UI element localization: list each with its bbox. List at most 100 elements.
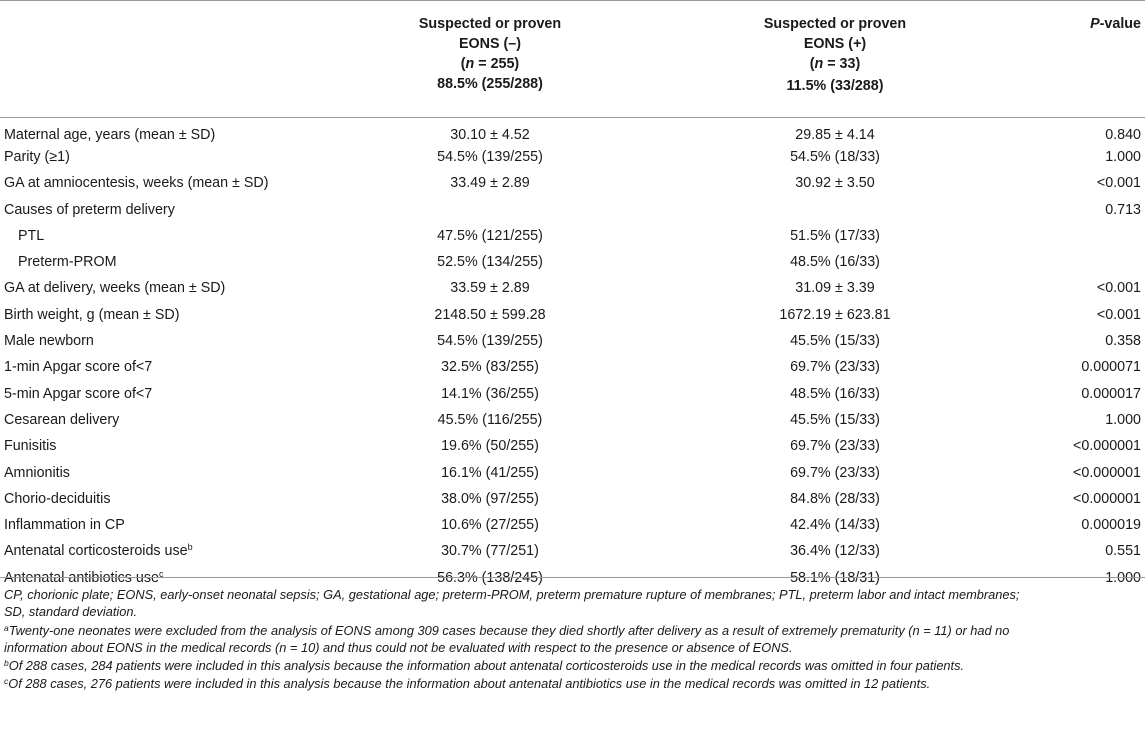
header-neg-line1: Suspected or proven (418, 16, 562, 32)
eons-neg-value: 14.1% (36/255) (441, 385, 539, 402)
header-neg-pct: 88.5% (255/288) (437, 76, 543, 92)
row-label: PTL (18, 227, 45, 244)
row-label: 5-min Apgar score of<7 (4, 385, 153, 402)
eons-neg-value: 30.7% (77/251) (441, 543, 539, 560)
data-table-container: Suspected or proven EONS (–) (n = 255) 8… (0, 0, 1145, 591)
table-row: Cesarean delivery 45.5% (116/255) 45.5% … (0, 407, 1145, 433)
row-label: Maternal age, years (mean ± SD) (0, 116, 325, 144)
eons-pos-value: 45.5% (15/33) (790, 411, 880, 428)
footnote-a-line1: Twenty-one neonates were excluded from t… (8, 622, 1010, 638)
row-label: Cesarean delivery (4, 411, 120, 428)
p-value: 0.551 (1105, 543, 1141, 560)
row-label: Male newborn (4, 333, 94, 350)
row-label: Causes of preterm delivery (4, 201, 175, 218)
header-eons-negative: Suspected or proven EONS (–) (n = 255) 8… (325, 0, 655, 118)
row-label: GA at delivery, weeks (mean ± SD) (4, 280, 226, 297)
abbreviations-line2: SD, standard deviation. (4, 604, 138, 620)
eons-neg-value: 54.5% (139/255) (437, 333, 543, 350)
header-pos-n: (n = 33) (809, 56, 861, 72)
p-value (1015, 223, 1145, 249)
table-header: Suspected or proven EONS (–) (n = 255) 8… (0, 0, 1145, 118)
eons-pos-value: 69.7% (23/33) (790, 438, 880, 455)
table-row: Amnionitis 16.1% (41/255) 69.7% (23/33) … (0, 459, 1145, 485)
row-label: Inflammation in CP (4, 517, 125, 534)
p-value: 1.000 (1105, 148, 1141, 165)
header-label-column (0, 0, 325, 118)
header-eons-positive: Suspected or proven EONS (+) (n = 33) 11… (655, 0, 1015, 118)
eons-pos-value: 36.4% (12/33) (790, 543, 880, 560)
eons-neg-value: 52.5% (134/255) (437, 254, 543, 271)
table-row: Funisitis 19.6% (50/255) 69.7% (23/33) <… (0, 433, 1145, 459)
eons-pos-value: 48.5% (16/33) (790, 385, 880, 402)
table-row: Maternal age, years (mean ± SD) 30.10 ± … (0, 116, 1145, 144)
row-label: Parity (≥1) (4, 148, 70, 165)
eons-pos-value: 69.7% (23/33) (790, 359, 880, 376)
row-label: Funisitis (4, 438, 57, 455)
footnote-c-marker: c (4, 676, 9, 687)
header-pos-n-label: n (814, 56, 824, 72)
row-label: 1-min Apgar score of<7 (4, 359, 153, 376)
eons-neg-value: 32.5% (83/255) (441, 359, 539, 376)
eons-neg-value: 30.10 ± 4.52 (325, 116, 655, 144)
header-pos-pct: 11.5% (33/288) (786, 78, 884, 94)
header-pvalue-rest: -value (1099, 16, 1141, 32)
header-neg-n-label: n (465, 56, 475, 72)
table-body: Maternal age, years (mean ± SD) 30.10 ± … (0, 116, 1145, 591)
footnote-marker: c (158, 568, 164, 579)
eons-neg-value: 33.59 ± 2.89 (450, 280, 530, 297)
table-row: PTL 47.5% (121/255) 51.5% (17/33) (0, 223, 1145, 249)
eons-pos-value: 1672.19 ± 623.81 (779, 306, 891, 323)
header-pos-line1: Suspected or proven (763, 16, 907, 32)
footnote-b-text: Of 288 cases, 284 patients were included… (8, 658, 965, 674)
footnote-marker: b (187, 542, 193, 553)
table-row: Birth weight, g (mean ± SD) 2148.50 ± 59… (0, 302, 1145, 328)
p-value: <0.000001 (1073, 490, 1141, 507)
p-value: 0.000071 (1081, 359, 1141, 376)
eons-neg-value: 45.5% (116/255) (437, 411, 543, 428)
table-row: 1-min Apgar score of<7 32.5% (83/255) 69… (0, 354, 1145, 380)
header-neg-n: (n = 255) (460, 56, 520, 72)
table-row: Antenatal corticosteroids useb 30.7% (77… (0, 538, 1145, 564)
eons-neg-value: 54.5% (139/255) (437, 148, 543, 165)
eons-pos-value: 48.5% (16/33) (790, 254, 880, 271)
row-label: GA at amniocentesis, weeks (mean ± SD) (4, 175, 269, 192)
p-value: 0.713 (1105, 201, 1141, 218)
eons-pos-value: 54.5% (18/33) (790, 148, 880, 165)
row-label-with-footnote: Antenatal corticosteroids useb (0, 538, 325, 564)
row-label: Chorio-deciduitis (4, 490, 111, 507)
header-pvalue: P-value (1015, 0, 1145, 118)
header-pos-line2: EONS (+) (803, 36, 867, 52)
table-row: GA at amniocentesis, weeks (mean ± SD) 3… (0, 170, 1145, 196)
footnote-b-marker: b (4, 658, 9, 669)
p-value: <0.001 (1096, 280, 1141, 297)
abbreviations-note: CP, chorionic plate; EONS, early-onset n… (4, 586, 1141, 621)
eons-neg-value (325, 196, 655, 222)
eons-pos-value: 31.09 ± 3.39 (795, 280, 875, 297)
p-value: <0.001 (1096, 175, 1141, 192)
eons-pos-value: 84.8% (28/33) (790, 490, 880, 507)
eons-pos-value: 42.4% (14/33) (790, 517, 880, 534)
eons-pos-value: 69.7% (23/33) (790, 464, 880, 481)
table-row: Inflammation in CP 10.6% (27/255) 42.4% … (0, 512, 1145, 538)
eons-neg-value: 19.6% (50/255) (441, 438, 539, 455)
eons-neg-value: 2148.50 ± 599.28 (434, 306, 546, 323)
eons-neg-value: 33.49 ± 2.89 (450, 175, 530, 192)
row-label: Antenatal corticosteroids use (4, 543, 188, 560)
p-value: <0.000001 (1073, 438, 1141, 455)
footnote-c: cOf 288 cases, 276 patients were include… (4, 675, 1141, 692)
table-row: GA at delivery, weeks (mean ± SD) 33.59 … (0, 275, 1145, 301)
row-label: Amnionitis (4, 464, 70, 481)
p-value: 0.358 (1105, 333, 1141, 350)
eons-pos-value (655, 196, 1015, 222)
table-row: Male newborn 54.5% (139/255) 45.5% (15/3… (0, 328, 1145, 354)
abbreviations-line1: CP, chorionic plate; EONS, early-onset n… (4, 587, 1020, 602)
footnote-a-marker: a (4, 622, 9, 633)
p-value (1015, 249, 1145, 275)
header-neg-n-value: = 255) (474, 56, 520, 72)
row-label: Birth weight, g (mean ± SD) (4, 306, 180, 323)
eons-neg-value: 10.6% (27/255) (441, 517, 539, 534)
p-value: <0.000001 (1073, 464, 1141, 481)
p-value: 0.000019 (1081, 517, 1141, 534)
eons-pos-value: 51.5% (17/33) (790, 227, 880, 244)
eons-characteristics-table: Suspected or proven EONS (–) (n = 255) 8… (0, 0, 1145, 591)
